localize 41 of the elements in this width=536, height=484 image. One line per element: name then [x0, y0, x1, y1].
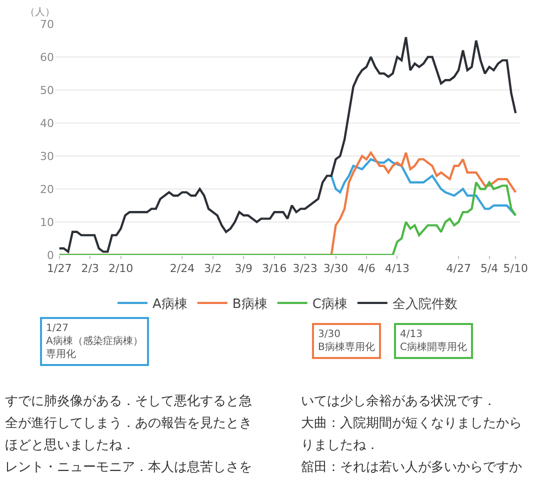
y-tick-label: 0	[47, 248, 54, 262]
text: りましたね．	[301, 438, 379, 453]
text: 4/13 C病棟開専用化	[400, 329, 467, 353]
text: いては少し余裕がある状況です．	[301, 394, 496, 409]
y-axis-title: （人）	[25, 7, 55, 18]
y-tick-label: 20	[40, 182, 54, 196]
x-tick-label: 3/2	[204, 262, 222, 276]
x-tick-label: 3/30	[323, 262, 348, 276]
line-series	[58, 181, 517, 255]
text: レント・ニューモニア．本人は息苦しさを	[5, 460, 252, 475]
y-tick-label: 70	[40, 18, 54, 31]
x-tick-label: 3/16	[262, 262, 287, 276]
legend-label: 全入院件数	[392, 297, 458, 312]
legend-label: B病棟	[232, 297, 268, 312]
x-tick-label: 4/13	[384, 262, 410, 276]
y-tick-label: 10	[40, 216, 54, 229]
x-tick-label: 5/4	[480, 262, 498, 276]
x-tick-label: 4/27	[446, 262, 471, 276]
text: 大曲：入院期間が短くなりましたから	[301, 416, 522, 431]
y-tick-label: 60	[40, 50, 54, 64]
text: すでに肺炎像がある．そして悪化すると急	[5, 394, 252, 409]
text: 全が進行してしまう．あの報告を見たとき	[5, 416, 252, 431]
legend-label: C病棟	[312, 297, 348, 312]
x-tick-label: 4/6	[358, 262, 376, 276]
x-tick-label: 3/9	[234, 262, 252, 276]
y-tick-label: 40	[40, 116, 54, 130]
x-tick-label: 5/10	[503, 262, 528, 276]
x-tick-label: 2/3	[81, 262, 99, 276]
x-tick-label: 2/10	[108, 262, 134, 276]
text: ほどと思いましたね．	[5, 438, 135, 453]
legend-label: A病棟	[152, 297, 188, 312]
y-tick-label: 30	[40, 150, 54, 163]
line-series	[330, 158, 517, 216]
x-tick-label: 3/23	[292, 262, 318, 276]
text: 1/27 A病棟（感染症病棟）専用化	[46, 323, 143, 360]
x-tick-label: 2/24	[170, 262, 195, 276]
x-tick-label: 1/27	[47, 262, 72, 276]
text: 3/30 B病棟専用化	[318, 329, 375, 353]
y-tick-label: 50	[40, 84, 54, 97]
text: 舘田：それは若い人が多いからですか	[301, 460, 522, 475]
line-series	[58, 36, 517, 253]
